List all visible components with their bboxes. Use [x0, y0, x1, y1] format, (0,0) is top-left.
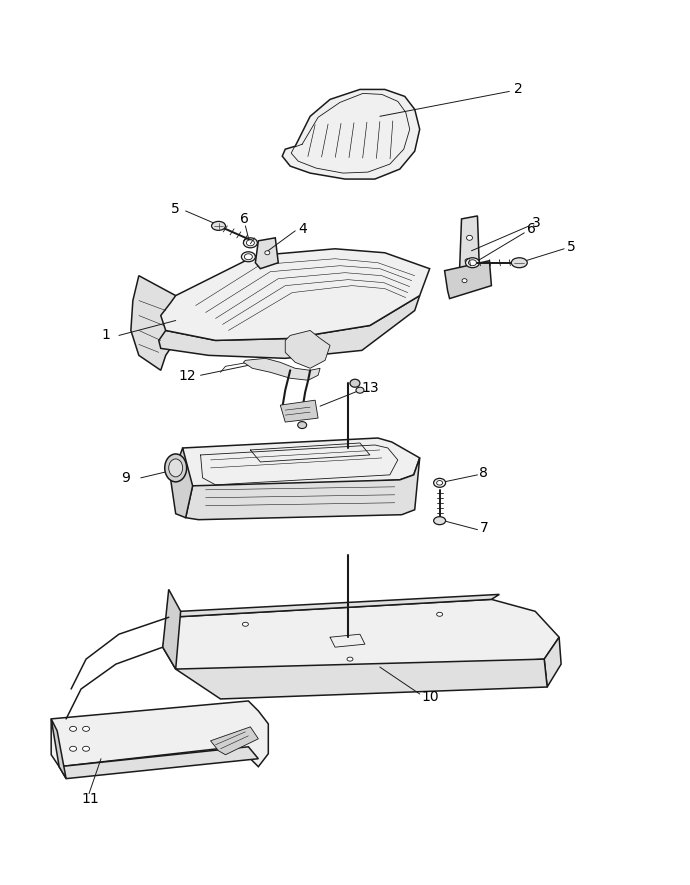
- Ellipse shape: [169, 459, 183, 477]
- Ellipse shape: [437, 612, 442, 616]
- Polygon shape: [255, 238, 278, 269]
- Ellipse shape: [433, 479, 446, 488]
- Text: 9: 9: [121, 471, 130, 485]
- Ellipse shape: [350, 380, 360, 388]
- Text: 5: 5: [567, 240, 576, 254]
- Ellipse shape: [465, 258, 470, 263]
- Ellipse shape: [212, 221, 226, 230]
- Polygon shape: [163, 599, 559, 679]
- Polygon shape: [282, 89, 420, 179]
- Polygon shape: [186, 458, 420, 519]
- Ellipse shape: [165, 454, 186, 481]
- Text: 1: 1: [101, 328, 110, 342]
- Ellipse shape: [356, 388, 364, 393]
- Text: 6: 6: [240, 212, 249, 226]
- Ellipse shape: [83, 727, 90, 731]
- Ellipse shape: [466, 258, 480, 267]
- Ellipse shape: [70, 746, 77, 751]
- Ellipse shape: [347, 658, 353, 661]
- Text: 8: 8: [480, 466, 489, 480]
- Text: 4: 4: [298, 222, 307, 236]
- Ellipse shape: [244, 238, 257, 248]
- Polygon shape: [544, 637, 561, 687]
- Polygon shape: [280, 400, 318, 422]
- Ellipse shape: [242, 622, 248, 627]
- Text: 5: 5: [170, 202, 179, 216]
- Ellipse shape: [297, 421, 306, 428]
- Ellipse shape: [244, 254, 253, 259]
- Polygon shape: [159, 296, 420, 358]
- Ellipse shape: [265, 250, 270, 255]
- Polygon shape: [131, 275, 176, 370]
- Polygon shape: [161, 249, 430, 341]
- Polygon shape: [183, 438, 420, 489]
- Text: 11: 11: [81, 791, 99, 805]
- Ellipse shape: [241, 251, 255, 262]
- Ellipse shape: [83, 746, 90, 751]
- Polygon shape: [51, 719, 66, 779]
- Text: 10: 10: [422, 690, 440, 704]
- Text: 2: 2: [514, 82, 523, 96]
- Ellipse shape: [437, 481, 442, 485]
- Polygon shape: [444, 261, 491, 298]
- Text: 12: 12: [179, 369, 196, 383]
- Text: 7: 7: [480, 520, 489, 535]
- Text: 13: 13: [362, 381, 380, 396]
- Polygon shape: [169, 595, 500, 618]
- Ellipse shape: [70, 727, 77, 731]
- Polygon shape: [163, 589, 181, 669]
- Polygon shape: [285, 330, 330, 368]
- Polygon shape: [176, 659, 547, 699]
- Polygon shape: [59, 747, 258, 779]
- Polygon shape: [244, 358, 320, 381]
- Ellipse shape: [462, 279, 467, 282]
- Ellipse shape: [246, 240, 255, 246]
- Ellipse shape: [466, 235, 473, 241]
- Polygon shape: [210, 727, 258, 755]
- Text: 6: 6: [527, 222, 536, 236]
- Polygon shape: [170, 448, 193, 518]
- Ellipse shape: [511, 258, 527, 267]
- Ellipse shape: [469, 259, 477, 266]
- Text: 3: 3: [532, 216, 541, 230]
- Polygon shape: [460, 216, 480, 279]
- Ellipse shape: [433, 517, 446, 525]
- Polygon shape: [51, 701, 268, 766]
